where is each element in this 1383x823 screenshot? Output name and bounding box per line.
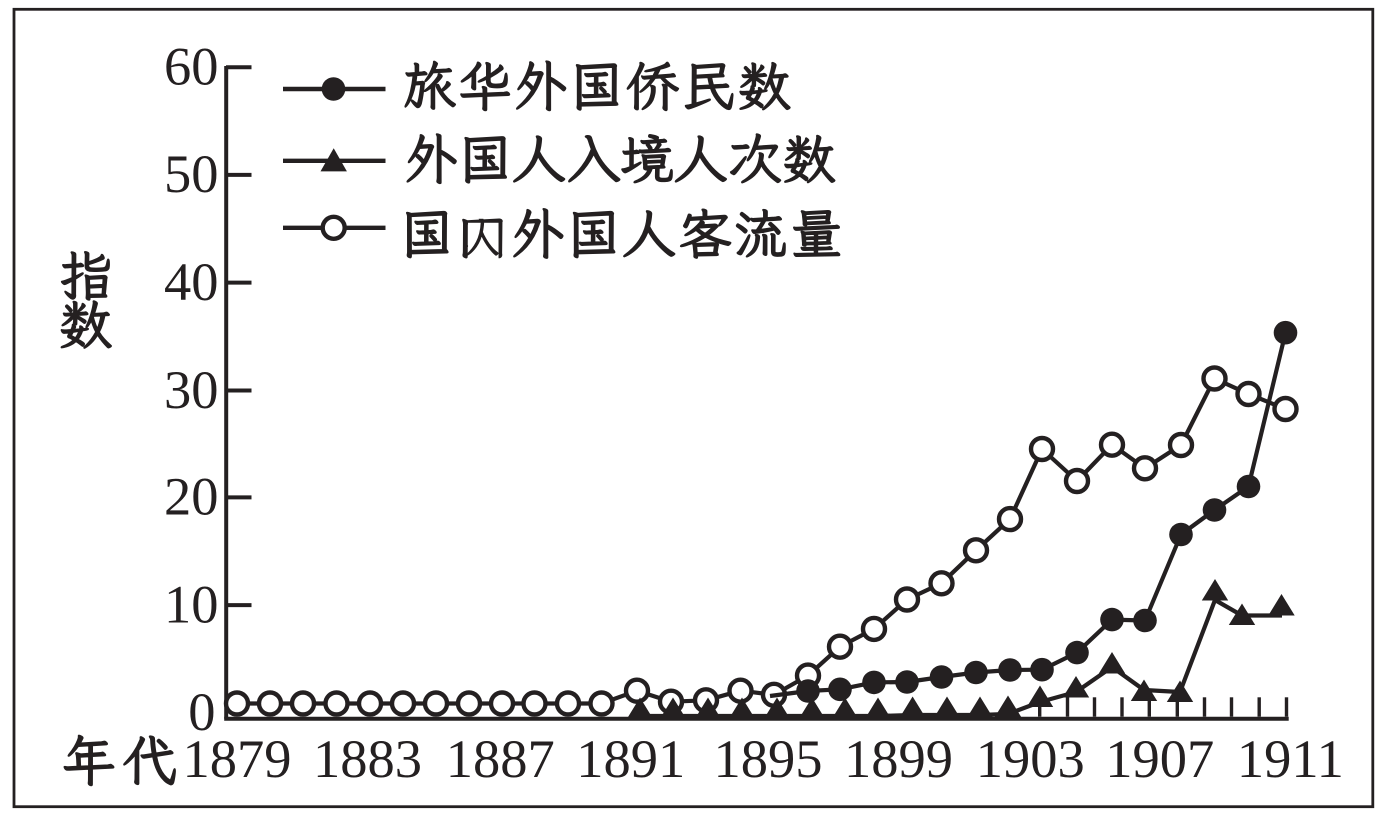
svg-text:1903: 1903 — [976, 728, 1085, 789]
svg-text:1887: 1887 — [446, 728, 555, 789]
svg-text:1883: 1883 — [313, 728, 422, 789]
svg-text:1895: 1895 — [714, 728, 823, 789]
svg-text:10: 10 — [164, 573, 219, 634]
svg-text:1879: 1879 — [183, 728, 292, 789]
svg-text:20: 20 — [164, 466, 219, 527]
svg-text:60: 60 — [164, 36, 219, 97]
svg-text:0: 0 — [188, 681, 215, 742]
svg-text:1907: 1907 — [1105, 728, 1214, 789]
svg-text:30: 30 — [164, 359, 219, 420]
svg-text:1899: 1899 — [844, 728, 953, 789]
svg-text:50: 50 — [164, 143, 219, 204]
svg-text:40: 40 — [164, 251, 219, 312]
svg-text:1891: 1891 — [576, 728, 685, 789]
svg-text:1911: 1911 — [1237, 728, 1344, 789]
